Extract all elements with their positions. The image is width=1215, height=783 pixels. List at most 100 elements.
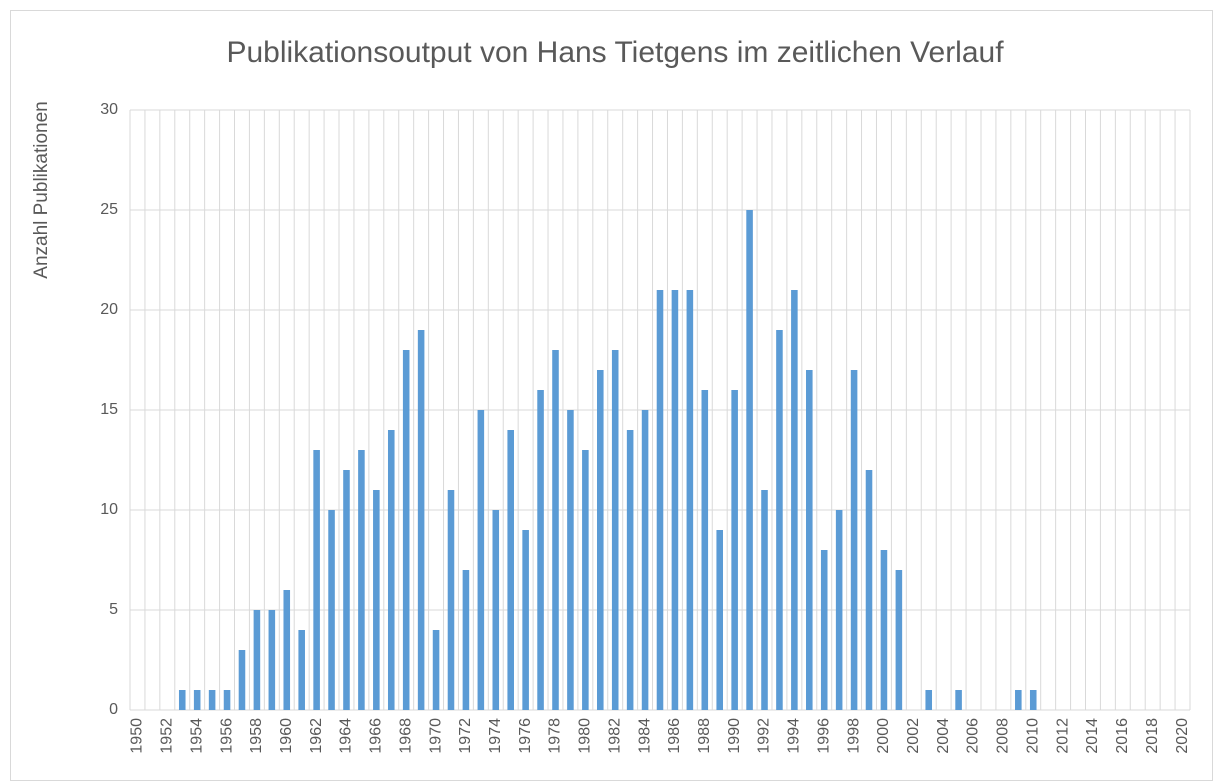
x-tick-label: 1964	[338, 718, 355, 754]
bar	[268, 610, 276, 710]
bar	[432, 630, 440, 710]
bar	[178, 690, 186, 710]
bar	[343, 470, 350, 710]
bar	[611, 350, 619, 710]
x-tick-label: 2020	[1174, 718, 1191, 754]
x-tick-label: 1986	[666, 718, 683, 754]
x-tick-label: 1998	[845, 718, 862, 754]
bar	[776, 330, 783, 710]
x-tick-label: 1994	[786, 718, 803, 754]
x-tick-label: 1982	[606, 718, 623, 754]
bar	[462, 570, 470, 710]
bar	[567, 410, 574, 710]
x-tick-label: 1972	[457, 718, 474, 754]
x-tick-label: 2002	[905, 718, 922, 754]
x-tick-label: 1980	[577, 718, 594, 754]
bar	[626, 430, 634, 710]
x-tick-label: 2010	[1024, 718, 1041, 754]
bar	[820, 550, 828, 710]
bar	[402, 350, 410, 710]
bar	[373, 490, 380, 710]
x-tick-label: 1956	[218, 718, 235, 754]
x-tick-label: 2018	[1144, 718, 1161, 754]
bar	[313, 450, 320, 710]
bar	[806, 370, 813, 710]
y-tick-label: 10	[100, 501, 118, 518]
x-tick-label: 2006	[965, 718, 982, 754]
bar	[716, 530, 724, 710]
chart-frame	[10, 10, 1213, 781]
bar	[283, 590, 291, 710]
x-tick-label: 1978	[547, 718, 564, 754]
bar	[1029, 690, 1037, 710]
y-tick-label: 20	[100, 301, 118, 318]
x-tick-label: 1952	[159, 718, 176, 754]
bar	[596, 370, 604, 710]
bar	[298, 630, 305, 710]
bar	[253, 610, 261, 710]
bar	[835, 510, 843, 710]
x-tick-label: 2000	[875, 718, 892, 754]
y-axis-label: Anzahl Publikationen	[31, 101, 52, 278]
x-tick-label: 1958	[248, 718, 265, 754]
bar	[731, 390, 738, 710]
y-tick-label: 0	[109, 701, 118, 718]
bar	[641, 410, 649, 710]
bar	[895, 570, 903, 710]
bar	[925, 690, 933, 710]
bar	[746, 210, 753, 710]
x-tick-label: 2014	[1084, 718, 1101, 754]
bar	[671, 290, 679, 710]
x-tick-label: 1992	[756, 718, 773, 754]
x-tick-label: 1962	[308, 718, 325, 754]
bar	[701, 390, 709, 710]
bar	[582, 450, 589, 710]
y-tick-label: 25	[100, 201, 118, 218]
bar	[537, 390, 544, 710]
bar	[761, 490, 768, 710]
bar	[208, 690, 216, 710]
bar	[686, 290, 694, 710]
bar	[865, 470, 873, 710]
bar	[656, 290, 664, 710]
y-tick-label: 5	[109, 601, 118, 618]
bar	[507, 430, 514, 710]
x-tick-label: 1996	[815, 718, 832, 754]
x-tick-label: 1988	[696, 718, 713, 754]
x-tick-label: 2004	[935, 718, 952, 754]
bar	[552, 350, 559, 710]
x-tick-label: 1990	[726, 718, 743, 754]
bar	[522, 530, 529, 710]
x-tick-label: 1974	[487, 718, 504, 754]
bar	[238, 650, 246, 710]
bar	[193, 690, 201, 710]
x-tick-label: 1970	[427, 718, 444, 754]
bar	[358, 450, 365, 710]
x-tick-label: 2016	[1114, 718, 1131, 754]
x-tick-label: 2008	[995, 718, 1012, 754]
chart-title: Publikationsoutput von Hans Tietgens im …	[226, 36, 1004, 69]
bar	[387, 430, 395, 710]
y-tick-label: 15	[100, 401, 118, 418]
x-tick-label: 1950	[129, 718, 146, 754]
x-tick-label: 1976	[517, 718, 534, 754]
y-tick-label: 30	[100, 101, 118, 118]
x-tick-label: 1960	[278, 718, 295, 754]
bar	[477, 410, 485, 710]
bar	[492, 510, 500, 710]
bar	[791, 290, 798, 710]
bar	[223, 690, 231, 710]
bar	[328, 510, 335, 710]
x-tick-label: 1954	[188, 718, 205, 754]
bar	[447, 490, 455, 710]
bar	[955, 690, 962, 710]
bar	[1015, 690, 1022, 710]
x-tick-label: 1966	[368, 718, 385, 754]
bar	[417, 330, 425, 710]
bar	[850, 370, 858, 710]
x-tick-label: 2012	[1054, 718, 1071, 754]
x-tick-label: 1984	[636, 718, 653, 754]
bar	[880, 550, 888, 710]
x-tick-label: 1968	[397, 718, 414, 754]
